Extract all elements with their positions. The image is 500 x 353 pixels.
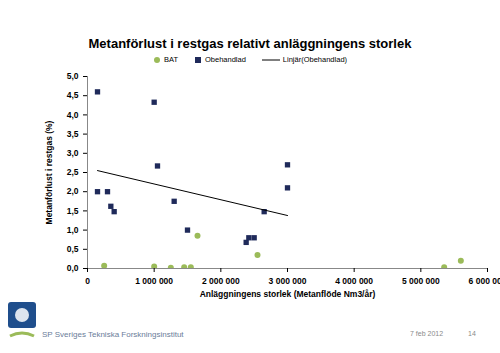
svg-text:0,5: 0,5 (67, 244, 79, 254)
html-text:Obehandlad: Obehandlad (205, 55, 246, 64)
svg-text:4,5: 4,5 (67, 90, 79, 100)
svg-text:3 000 000: 3 000 000 (269, 276, 307, 286)
svg-text:1,0: 1,0 (67, 225, 79, 235)
svg-text:3,0: 3,0 (67, 148, 79, 158)
svg-text:0,0: 0,0 (67, 263, 79, 273)
svg-text:Anläggningens storlek (Metanfl: Anläggningens storlek (Metanflöde Nm3/år… (200, 289, 376, 299)
svg-text:3,5: 3,5 (67, 129, 79, 139)
html-text:7 feb 2012: 7 feb 2012 (410, 330, 444, 337)
svg-text:4,0: 4,0 (67, 110, 79, 120)
svg-text:Metanförlust i restgas (%): Metanförlust i restgas (%) (44, 120, 54, 224)
html-text:14: 14 (468, 330, 476, 337)
svg-text:1 000 000: 1 000 000 (135, 276, 173, 286)
svg-text:6 000 000: 6 000 000 (469, 276, 500, 286)
svg-text:0: 0 (85, 276, 90, 286)
html-text:BAT: BAT (163, 55, 178, 64)
svg-text:1,5: 1,5 (67, 206, 79, 216)
html-text:SP Sveriges Tekniska Forskning: SP Sveriges Tekniska Forskningsinstitut (42, 330, 184, 339)
html-text:Metanförlust i restgas relativ: Metanförlust i restgas relativt anläggni… (88, 36, 412, 51)
svg-text:2,5: 2,5 (67, 167, 79, 177)
svg-text:2,0: 2,0 (67, 186, 79, 196)
svg-text:2 000 000: 2 000 000 (202, 276, 240, 286)
svg-text:5 000 000: 5 000 000 (402, 276, 440, 286)
svg-text:5,0: 5,0 (67, 71, 79, 81)
html-text:Linjär(Obehandlad): Linjär(Obehandlad) (282, 55, 348, 64)
svg-text:4 000 000: 4 000 000 (335, 276, 373, 286)
